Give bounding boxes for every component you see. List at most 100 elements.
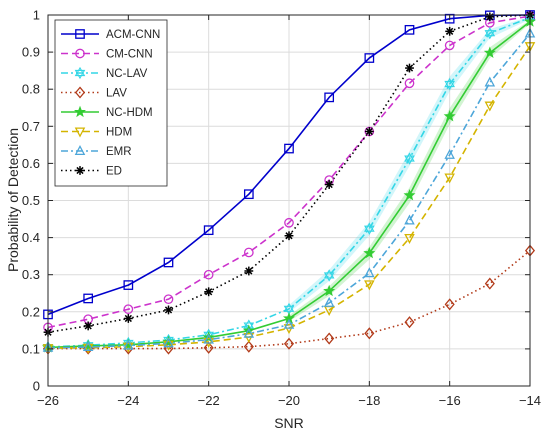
legend-item: NC-LAV (61, 66, 148, 80)
legend-label: NC-LAV (106, 68, 148, 80)
y-tick-label: 0.8 (22, 82, 40, 97)
data-point (323, 284, 336, 297)
data-point (244, 266, 254, 276)
y-tick-label: 0.1 (22, 341, 40, 356)
data-point (364, 267, 375, 278)
x-axis-label: SNR (274, 415, 304, 431)
data-point (163, 340, 174, 351)
data-point (483, 46, 496, 58)
series-line (47, 15, 531, 329)
legend-item: LAV (61, 86, 127, 100)
data-point (283, 302, 295, 315)
data-point (83, 293, 94, 304)
data-point (83, 321, 93, 331)
data-point (283, 318, 295, 329)
data-point (123, 280, 134, 290)
data-point (404, 78, 415, 89)
legend-item: HDM (61, 127, 132, 139)
y-tick-label: 0.5 (22, 193, 40, 208)
legend-label: ED (106, 166, 122, 178)
legend-item: ED (61, 166, 122, 178)
data-point (324, 332, 335, 345)
data-point (444, 173, 455, 184)
data-point (324, 92, 335, 103)
legend-label: HDM (106, 127, 132, 139)
data-point (364, 327, 375, 340)
data-point (404, 24, 415, 35)
legend-box (54, 19, 168, 187)
y-tick-label: 1 (33, 8, 40, 23)
data-point (82, 343, 94, 354)
legend-label: CM-CNN (106, 49, 153, 61)
x-tick-label: −16 (439, 393, 461, 408)
data-point (444, 40, 455, 51)
legend-label: ACM-CNN (106, 29, 160, 41)
data-point (163, 337, 174, 348)
legend-marker (74, 66, 86, 80)
x-tick-label: −24 (117, 393, 139, 408)
data-point (444, 148, 455, 159)
data-point (363, 246, 376, 259)
data-point (404, 214, 415, 225)
data-point (204, 287, 214, 297)
x-tick-label: −22 (198, 393, 220, 408)
data-point (203, 341, 214, 354)
data-point (444, 298, 455, 311)
data-point (284, 143, 294, 154)
data-point (323, 269, 335, 282)
axis-ticks (47, 14, 531, 387)
data-point (445, 26, 455, 36)
x-tick-label: −26 (37, 393, 59, 408)
legend-item: ACM-CNN (61, 29, 160, 41)
legend-marker (74, 105, 86, 118)
y-tick-label: 0.2 (22, 304, 40, 319)
legend-label: EMR (106, 146, 132, 158)
data-point (404, 233, 415, 244)
data-point (484, 27, 496, 40)
legend-item: EMR (61, 144, 132, 158)
y-tick-label: 0.6 (22, 156, 40, 171)
data-point (243, 247, 254, 258)
data-point (203, 269, 214, 280)
legend-label: LAV (106, 88, 127, 100)
data-point (203, 225, 214, 236)
data-point (82, 341, 94, 352)
x-tick-label: −18 (358, 393, 380, 408)
data-point (405, 63, 414, 73)
legend-marker (74, 86, 86, 99)
legend: ACM-CNN CM-CNN NC-LAV LAV NC-HDM HDM EMR ED (54, 19, 168, 187)
data-point (123, 314, 133, 323)
data-point (324, 180, 334, 189)
data-point (203, 333, 214, 344)
y-tick-label: 0.3 (22, 267, 40, 282)
tick-labels: −26 −24 −22 −20 −18 −16 −14 0 0.1 0.2 0.3 0.4 0.5 0.6… (22, 8, 541, 409)
y-tick-label: 0 (33, 379, 40, 394)
data-point (403, 188, 416, 201)
data-point (123, 304, 134, 315)
data-point (404, 316, 415, 329)
data-point (163, 294, 174, 305)
data-point (364, 53, 375, 63)
legend-marker (75, 48, 85, 59)
x-tick-label: −14 (519, 393, 541, 408)
data-point (123, 339, 134, 350)
data-point (404, 152, 415, 165)
data-point (284, 231, 294, 241)
data-point (364, 127, 374, 136)
legend-marker (74, 144, 86, 156)
y-tick-label: 0.4 (22, 230, 40, 245)
legend-item: CM-CNN (61, 49, 153, 61)
data-point (163, 257, 174, 268)
legend-label: NC-HDM (106, 107, 153, 119)
legend-marker (74, 127, 86, 138)
data-point (364, 280, 375, 291)
y-tick-label: 0.9 (22, 45, 40, 60)
data-point (202, 331, 215, 343)
data-point (243, 327, 255, 338)
data-point (484, 277, 495, 290)
legend-marker (75, 166, 85, 175)
y-axis-label: Probability of Detection (5, 128, 21, 272)
data-point (364, 222, 375, 235)
